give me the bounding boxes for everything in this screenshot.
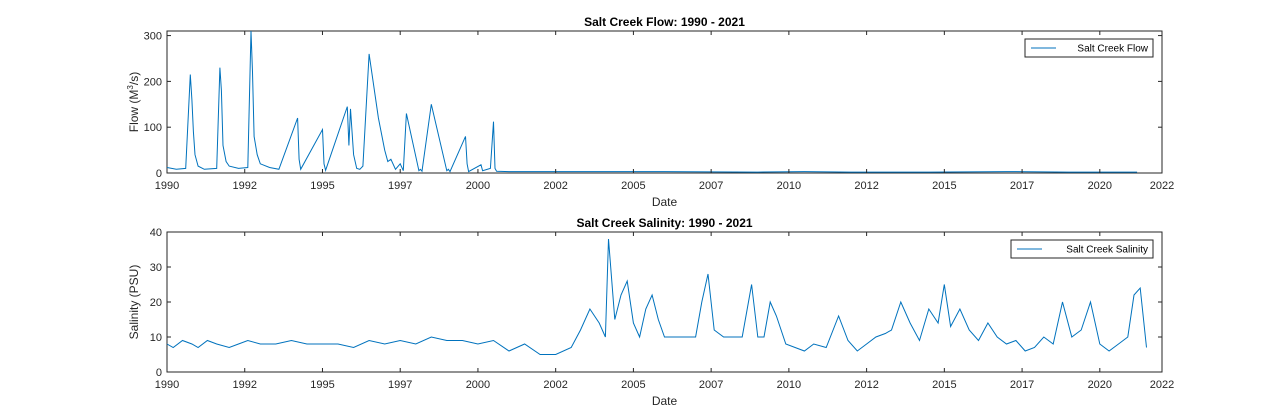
x-tick-label: 2022: [1150, 180, 1174, 192]
plot-area: [166, 231, 1163, 373]
x-axis-label: Date: [652, 394, 678, 408]
x-tick-label: 2005: [621, 180, 645, 192]
legend-box: [1010, 239, 1154, 259]
x-tick-label: 2002: [543, 379, 567, 391]
x-tick-label: 2010: [777, 180, 801, 192]
x-tick-label: 2015: [932, 180, 956, 192]
y-tick-label: 300: [144, 31, 162, 43]
x-tick-label: 1990: [155, 180, 179, 192]
x-axis-label: Date: [652, 195, 678, 209]
salinity-chart: 1990 1992 1995 1997 2000 2002 2005 2007 2010 2012…: [127, 216, 1174, 408]
x-tick-label: 2015: [932, 379, 956, 391]
legend-box: [1024, 38, 1154, 58]
x-tick-label: 2007: [699, 180, 723, 192]
x-tick-label: 1992: [232, 180, 256, 192]
y-tick-label: 0: [156, 168, 162, 180]
x-tick-label: 1995: [310, 180, 334, 192]
x-tick-label: 2002: [543, 180, 567, 192]
x-tick-label: 2012: [854, 379, 878, 391]
plot-area: [166, 30, 1163, 174]
y-axis-label: Salinity (PSU): [127, 265, 141, 340]
x-tick-label: 2020: [1088, 379, 1112, 391]
y-axis-label: Flow (M3/s): [126, 72, 141, 132]
y-tick-label: 200: [144, 76, 162, 88]
series-line: [166, 238, 1147, 355]
x-tick-label: 2005: [621, 379, 645, 391]
y-tick-label: 0: [156, 367, 162, 379]
x-tick-label: 2017: [1010, 180, 1034, 192]
flow-chart: 1990 1992 1995 1997 2000 2002 2005 2007 2010 2012…: [126, 15, 1174, 209]
y-tick-label: 100: [144, 122, 162, 134]
y-tick-label: 40: [150, 227, 162, 239]
x-tick-label: 1990: [155, 379, 179, 391]
legend-entry: Salt Creek Flow: [1077, 44, 1148, 55]
x-tick-label: 1992: [232, 379, 256, 391]
x-tick-label: 2000: [466, 180, 490, 192]
x-tick-label: 1995: [310, 379, 334, 391]
y-tick-label: 10: [150, 332, 162, 344]
series-line: [166, 30, 1138, 173]
chart-title: Salt Creek Flow: 1990 - 2021: [584, 15, 745, 29]
x-tick-label: 2020: [1088, 180, 1112, 192]
legend-entry: Salt Creek Salinity: [1066, 245, 1148, 256]
x-tick-label: 2017: [1010, 379, 1034, 391]
chart-title: Salt Creek Salinity: 1990 - 2021: [576, 216, 752, 230]
legend: Salt Creek Salinity: [1010, 239, 1154, 259]
legend: Salt Creek Flow: [1024, 38, 1154, 58]
x-tick-label: 2022: [1150, 379, 1174, 391]
y-tick-label: 30: [150, 262, 162, 274]
x-tick-label: 2000: [466, 379, 490, 391]
x-tick-label: 2007: [699, 379, 723, 391]
x-tick-label: 1997: [388, 180, 412, 192]
x-tick-label: 2012: [854, 180, 878, 192]
y-tick-label: 20: [150, 297, 162, 309]
x-tick-label: 2010: [777, 379, 801, 391]
x-tick-label: 1997: [388, 379, 412, 391]
